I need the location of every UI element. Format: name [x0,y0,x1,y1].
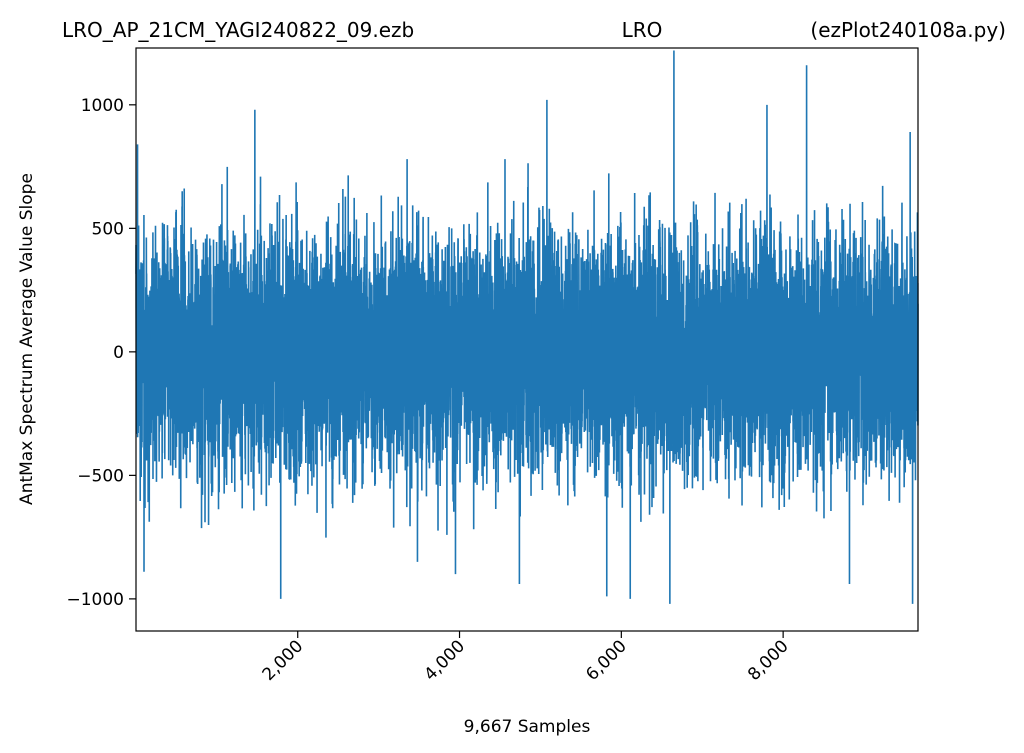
chart-title-left: LRO_AP_21CM_YAGI240822_09.ezb [62,18,414,42]
y-tick-label: 1000 [81,96,124,116]
x-tick-label: 6,000 [582,636,631,685]
chart-title-center: LRO [622,18,663,42]
series-line [135,50,919,604]
chart-title-right: (ezPlot240108a.py) [810,18,1006,42]
plot-frame [135,47,919,632]
x-tick-label: 4,000 [421,636,470,685]
y-axis-label: AntMax Spectrum Average Value Slope [17,173,37,505]
y-tick-label: 0 [113,343,124,363]
y-axis: −1000 −500 0 500 1000 [66,96,136,610]
y-tick-label: 500 [92,219,124,239]
x-tick-label: 8,000 [744,636,793,685]
series-layer [135,50,919,604]
x-axis: 2,000 4,000 6,000 8,000 [259,631,793,685]
x-axis-label: 9,667 Samples [464,717,591,737]
x-tick-label: 2,000 [259,636,308,685]
y-tick-label: −1000 [66,590,124,610]
y-tick-label: −500 [77,466,124,486]
